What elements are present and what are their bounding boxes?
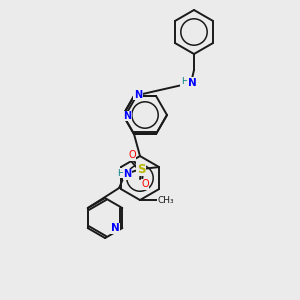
Text: O: O [128, 150, 136, 160]
Text: H: H [117, 169, 123, 178]
Text: N: N [123, 169, 131, 179]
Text: N: N [134, 90, 142, 100]
Text: S: S [137, 163, 145, 176]
Text: N: N [188, 78, 196, 88]
Text: H: H [181, 77, 188, 86]
Text: CH₃: CH₃ [158, 196, 174, 205]
Text: N: N [111, 223, 120, 233]
Text: N: N [123, 111, 131, 121]
Text: O: O [141, 179, 149, 189]
